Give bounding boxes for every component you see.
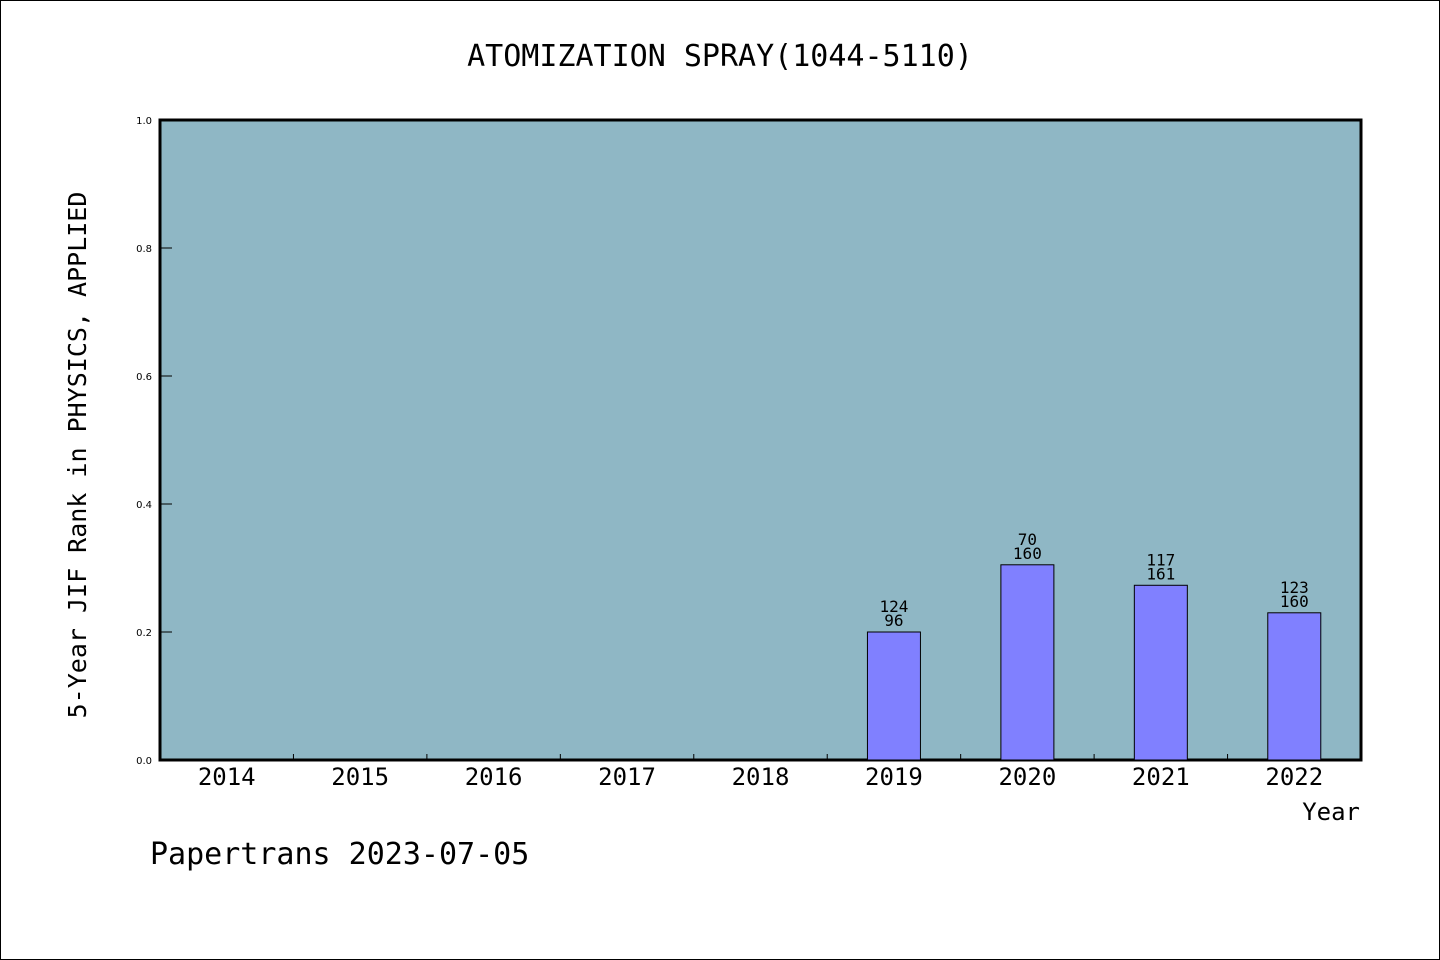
x-tick-label: 2020 (998, 763, 1056, 791)
x-tick-label: 2022 (1265, 763, 1323, 791)
bar-label-rank: 70 (1018, 530, 1037, 549)
bar-2020 (1000, 564, 1055, 761)
bar-2019 (866, 631, 921, 761)
y-tick-label: 0.2 (136, 628, 152, 639)
x-axis-label: Year (1302, 798, 1360, 826)
footer-text: Papertrans 2023-07-05 (150, 837, 529, 872)
chart-title: ATOMIZATION SPRAY(1044-5110) (467, 39, 973, 74)
x-axis: 2014 2015 2016 2017 2018 2019 2020 2021 2022 (198, 754, 1323, 791)
y-tick-label: 0.0 (136, 756, 152, 767)
y-axis-label: 5-Year JIF Rank in PHYSICS, APPLIED (63, 192, 92, 719)
x-tick-label: 2019 (865, 763, 923, 791)
y-axis: 0.0 0.2 0.4 0.6 0.8 1.0 (136, 116, 172, 767)
bar-2022 (1267, 612, 1322, 761)
x-tick-label: 2018 (732, 763, 790, 791)
bar-label-rank: 117 (1146, 550, 1175, 569)
bar-label-total: 160 (1280, 592, 1309, 611)
y-tick-label: 0.8 (136, 244, 152, 255)
bars-group (866, 564, 1322, 761)
bar-label-total: 161 (1146, 564, 1175, 583)
x-tick-label: 2021 (1132, 763, 1190, 791)
x-tick-label: 2016 (465, 763, 523, 791)
y-tick-label: 0.4 (136, 500, 152, 511)
y-tick-label: 0.6 (136, 372, 152, 383)
bar-label-total: 160 (1013, 544, 1042, 563)
bar-label-rank: 124 (879, 597, 908, 616)
bar-label-total: 96 (884, 611, 903, 630)
x-tick-label: 2014 (198, 763, 256, 791)
bar-label-rank: 123 (1280, 578, 1309, 597)
y-tick-label: 1.0 (136, 116, 152, 127)
x-tick-label: 2017 (598, 763, 656, 791)
bar-2021 (1133, 584, 1188, 761)
x-tick-label: 2015 (331, 763, 389, 791)
